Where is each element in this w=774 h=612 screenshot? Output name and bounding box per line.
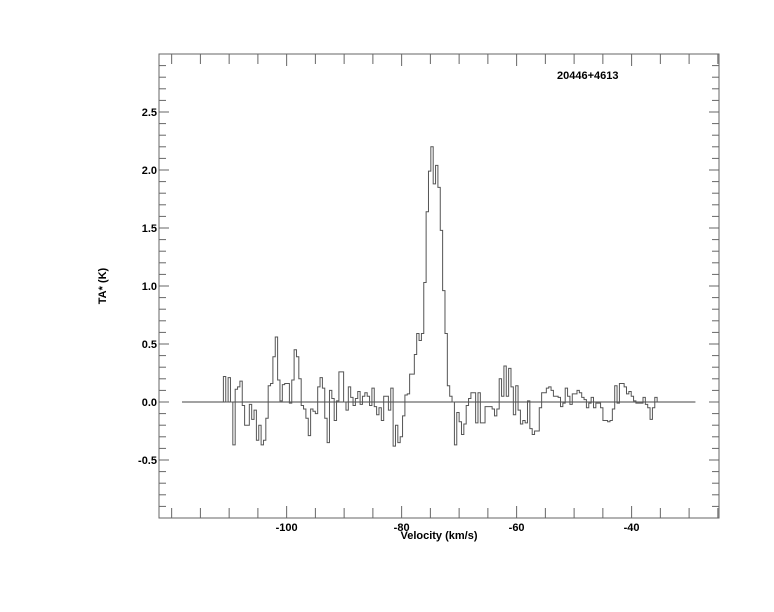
y-tick-label: 2.5 [142,107,157,119]
chart-title: 20446+4613 [557,70,618,82]
tick-labels: -100 -80 -60 -40 -0.5 0.0 0.5 1.0 1.5 2.0 2.5 [138,107,640,534]
x-tick-label: -60 [509,522,525,534]
axis-ticks [159,53,719,519]
y-tick-label: 2.0 [142,165,157,177]
spectrum-series-line [222,146,658,447]
plot-frame [158,53,720,519]
x-tick-label: -40 [624,522,640,534]
x-tick-label: -100 [276,522,298,534]
x-tick-label: -80 [394,522,410,534]
y-tick-label: -0.5 [138,455,157,467]
x-axis-label: Velocity (km/s) [400,530,477,542]
y-tick-label: 1.0 [142,281,157,293]
y-tick-label: 0.0 [142,397,157,409]
y-tick-label: 1.5 [142,223,157,235]
y-axis-label: TA* (K) [97,267,109,304]
y-tick-label: 0.5 [142,339,157,351]
